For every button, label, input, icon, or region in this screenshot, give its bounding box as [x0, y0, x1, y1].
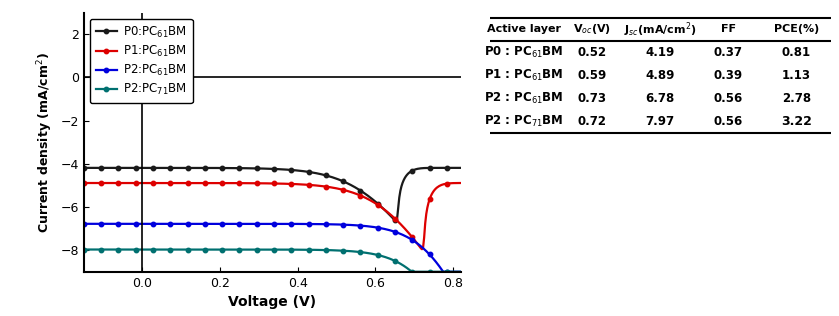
- P0:PC$_{61}$BM: [79, 166, 89, 170]
- P2:PC$_{71}$BM: [301, 248, 311, 252]
- P2:PC$_{61}$BM: [180, 222, 190, 226]
- P0:PC$_{61}$BM: [456, 166, 466, 170]
- X-axis label: Voltage (V): Voltage (V): [228, 295, 316, 309]
- Legend: P0:PC$_{61}$BM, P1:PC$_{61}$BM, P2:PC$_{61}$BM, P2:PC$_{71}$BM: P0:PC$_{61}$BM, P1:PC$_{61}$BM, P2:PC$_{…: [90, 19, 193, 103]
- P2:PC$_{71}$BM: [407, 270, 417, 274]
- P0:PC$_{61}$BM: [301, 170, 311, 173]
- P2:PC$_{61}$BM: [439, 270, 449, 274]
- P2:PC$_{61}$BM: [440, 270, 451, 274]
- P0:PC$_{61}$BM: [180, 166, 190, 170]
- P0:PC$_{61}$BM: [391, 219, 401, 223]
- P1:PC$_{61}$BM: [451, 181, 461, 185]
- P2:PC$_{71}$BM: [79, 248, 89, 252]
- P1:PC$_{61}$BM: [279, 182, 289, 185]
- Line: P2:PC$_{61}$BM: P2:PC$_{61}$BM: [81, 222, 463, 274]
- P2:PC$_{61}$BM: [301, 222, 311, 226]
- P1:PC$_{61}$BM: [301, 183, 311, 186]
- P0:PC$_{61}$BM: [279, 167, 289, 171]
- P1:PC$_{61}$BM: [253, 181, 263, 185]
- P2:PC$_{61}$BM: [456, 270, 466, 274]
- P2:PC$_{71}$BM: [180, 248, 190, 252]
- P0:PC$_{61}$BM: [451, 166, 461, 170]
- P1:PC$_{61}$BM: [79, 181, 89, 185]
- P2:PC$_{71}$BM: [440, 270, 451, 274]
- P1:PC$_{61}$BM: [456, 181, 466, 185]
- P2:PC$_{61}$BM: [451, 270, 461, 274]
- Y-axis label: Current density (mA/cm$^{2}$): Current density (mA/cm$^{2}$): [35, 52, 55, 233]
- P2:PC$_{71}$BM: [451, 270, 461, 274]
- P2:PC$_{71}$BM: [456, 270, 466, 274]
- Line: P0:PC$_{61}$BM: P0:PC$_{61}$BM: [81, 166, 463, 223]
- Line: P1:PC$_{61}$BM: P1:PC$_{61}$BM: [81, 181, 463, 252]
- P2:PC$_{71}$BM: [253, 248, 263, 252]
- P2:PC$_{61}$BM: [279, 222, 289, 226]
- P2:PC$_{61}$BM: [79, 222, 89, 226]
- P0:PC$_{61}$BM: [253, 167, 263, 170]
- P2:PC$_{61}$BM: [253, 222, 263, 226]
- P1:PC$_{61}$BM: [440, 182, 451, 186]
- P0:PC$_{61}$BM: [440, 166, 451, 170]
- P1:PC$_{61}$BM: [417, 247, 427, 251]
- P2:PC$_{71}$BM: [279, 248, 289, 252]
- Line: P2:PC$_{71}$BM: P2:PC$_{71}$BM: [81, 247, 463, 274]
- P1:PC$_{61}$BM: [180, 181, 190, 185]
